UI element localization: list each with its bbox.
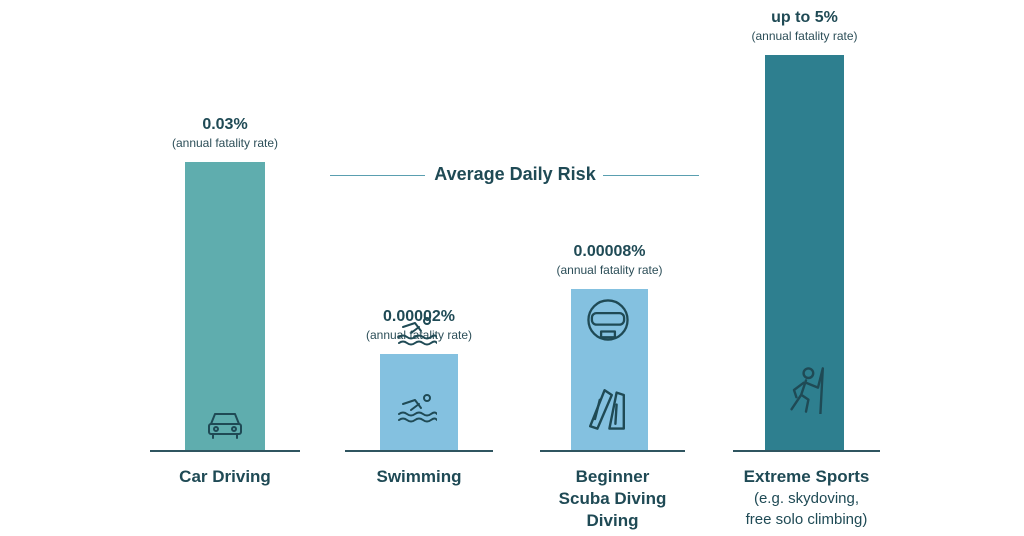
category-line: Car Driving (179, 467, 271, 486)
value-label-2: 0.00008% (573, 243, 646, 260)
category-note: free solo climbing) (745, 511, 868, 528)
category-label-3: Extreme Sports (e.g. skydoving, free solo … (697, 466, 917, 530)
category-label-2: Beginner Scuba Diving Diving (503, 466, 723, 532)
category-label-1: Swimming (309, 466, 529, 488)
category-line: Beginner (575, 467, 650, 486)
climber-icon (790, 367, 824, 414)
baseline-0 (150, 450, 300, 452)
car-icon (208, 413, 242, 439)
value-label-0: 0.03% (202, 116, 248, 133)
value-label-3: up to 5% (771, 9, 838, 26)
bar-1 (380, 354, 458, 450)
bar-0 (185, 162, 265, 450)
category-line: Extreme Sports (743, 467, 870, 486)
baseline-1 (345, 450, 493, 452)
value-sublabel-2: (annual fatality rate) (556, 263, 663, 277)
fins-icon (589, 389, 625, 430)
title-rule-left (330, 175, 425, 176)
category-line: Scuba Diving (558, 489, 667, 508)
category-note: (e.g. skydoving, (753, 490, 860, 507)
swimmer-icon (398, 317, 437, 346)
baseline-3 (733, 450, 880, 452)
value-sublabel-3: (annual fatality rate) (751, 29, 858, 43)
category-line: Swimming (376, 467, 462, 486)
title-rule-right (603, 175, 699, 176)
scuba-mask-icon (587, 299, 629, 341)
chart-title: Average Daily Risk (434, 164, 596, 184)
value-label-1: 0.00002% (382, 308, 456, 325)
value-sublabel-0: (annual fatality rate) (171, 136, 279, 150)
swimmer-icon (398, 394, 437, 423)
category-line: Diving (586, 511, 639, 530)
baseline-2 (540, 450, 685, 452)
category-label-0: Car Driving (115, 466, 335, 488)
